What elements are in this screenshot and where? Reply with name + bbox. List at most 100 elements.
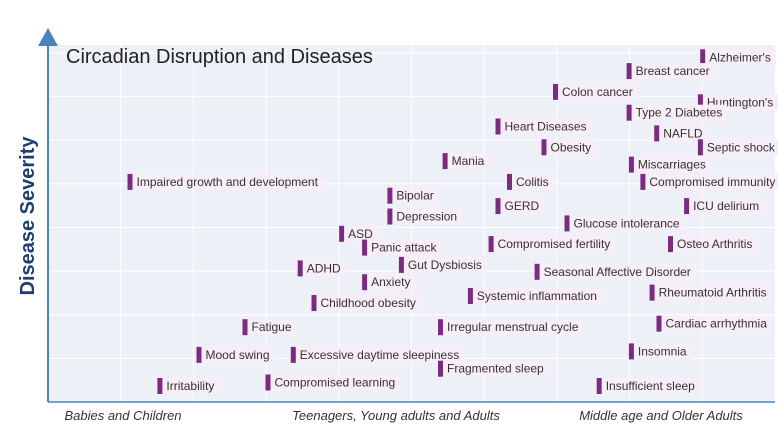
data-point-gerd: GERD xyxy=(495,198,545,215)
data-label-background xyxy=(499,198,545,215)
data-point-seasonal-affective-disorder: Seasonal Affective Disorder xyxy=(534,263,696,280)
data-label-background xyxy=(294,346,465,363)
data-label: Colon cancer xyxy=(562,85,633,99)
data-marker xyxy=(127,173,133,190)
data-marker xyxy=(339,225,345,242)
data-label: Gut Dysbiosis xyxy=(408,258,482,272)
data-point-compromised-learning: Compromised learning xyxy=(265,374,401,391)
data-point-compromised-fertility: Compromised fertility xyxy=(488,236,616,253)
data-label-background xyxy=(446,153,490,170)
data-point-glucose-intolerance: Glucose intolerance xyxy=(564,215,685,232)
data-label-background xyxy=(366,274,416,291)
data-label: NAFLD xyxy=(663,126,703,140)
data-point-depression: Depression xyxy=(387,208,463,225)
data-marker xyxy=(488,236,494,253)
data-marker xyxy=(697,139,703,156)
data-label-background xyxy=(704,49,776,66)
data-marker xyxy=(626,104,632,121)
data-label-background xyxy=(632,156,711,173)
data-marker xyxy=(553,83,558,100)
data-marker xyxy=(242,319,248,336)
data-marker xyxy=(700,49,706,66)
data-label: Mood swing xyxy=(206,348,270,362)
data-point-osteo-arthritis: Osteo Arthritis xyxy=(668,236,758,253)
data-label: Obesity xyxy=(551,140,592,154)
data-point-systemic-inflammation: Systemic inflammation xyxy=(467,288,602,304)
data-point-bipolar: Bipolar xyxy=(387,187,439,204)
data-label: Depression xyxy=(396,210,457,224)
data-marker xyxy=(438,319,443,336)
data-marker xyxy=(311,295,317,311)
data-label: Systemic inflammation xyxy=(477,289,597,303)
data-label: Compromised learning xyxy=(275,376,396,390)
data-point-alzheimer-s: Alzheimer's xyxy=(700,49,776,66)
data-label: Insufficient sleep xyxy=(606,379,695,393)
data-label-background xyxy=(131,173,323,190)
data-label: ICU delirium xyxy=(693,199,759,213)
data-label: Fatigue xyxy=(252,320,292,334)
data-label: Seasonal Affective Disorder xyxy=(544,265,691,279)
data-label-background xyxy=(672,236,758,253)
data-point-rheumatoid-arthritis: Rheumatoid Arthritis xyxy=(649,284,772,301)
data-marker xyxy=(654,125,660,142)
x-category-babies: Babies and Children xyxy=(64,408,181,423)
data-marker xyxy=(196,346,202,363)
data-marker xyxy=(467,288,473,304)
data-label-background xyxy=(630,63,715,80)
data-point-gut-dysbiosis: Gut Dysbiosis xyxy=(398,256,487,273)
data-label-background xyxy=(442,360,549,377)
data-point-type-2-diabetes: Type 2 Diabetes xyxy=(626,104,728,121)
data-label: ADHD xyxy=(307,261,341,275)
data-point-insufficient-sleep: Insufficient sleep xyxy=(596,378,700,394)
data-marker xyxy=(649,284,655,301)
data-label: Anxiety xyxy=(371,275,410,289)
data-point-irregular-menstrual-cycle: Irregular menstrual cycle xyxy=(438,319,584,336)
data-point-panic-attack: Panic attack xyxy=(362,239,442,256)
data-label-background xyxy=(366,239,442,256)
data-point-heart-diseases: Heart Diseases xyxy=(495,118,592,135)
data-label-background xyxy=(545,139,597,156)
data-label-background xyxy=(630,104,728,121)
data-marker xyxy=(495,118,501,135)
data-point-fatigue: Fatigue xyxy=(242,319,297,336)
data-marker xyxy=(362,274,368,291)
data-point-colon-cancer: Colon cancer xyxy=(553,83,638,100)
data-marker xyxy=(534,263,540,280)
data-label-background xyxy=(499,118,592,135)
data-label-background xyxy=(402,256,487,273)
data-marker xyxy=(564,215,570,232)
data-label-background xyxy=(557,83,638,100)
data-label: GERD xyxy=(505,199,540,213)
data-label: Alzheimer's xyxy=(709,50,771,64)
data-point-cardiac-arrhythmia: Cardiac arrhythmia xyxy=(656,315,772,332)
data-marker xyxy=(656,315,662,332)
data-label: Heart Diseases xyxy=(505,120,587,134)
data-label-background xyxy=(471,288,602,304)
data-point-nafld: NAFLD xyxy=(654,125,708,142)
data-point-asd: ASD xyxy=(339,225,378,242)
x-category-older-adults: Middle age and Older Adults xyxy=(579,408,743,423)
data-label: Miscarriages xyxy=(638,158,706,172)
data-point-excessive-daytime-sleepiness: Excessive daytime sleepiness xyxy=(290,346,465,363)
data-point-impaired-growth-and-development: Impaired growth and development xyxy=(127,173,323,190)
data-label-background xyxy=(246,319,297,336)
data-marker xyxy=(640,173,646,190)
data-label-background xyxy=(688,198,765,215)
data-point-irritability: Irritability xyxy=(157,378,220,394)
data-label: Septic shock xyxy=(707,140,776,154)
data-label: Irritability xyxy=(166,379,214,393)
data-point-childhood-obesity: Childhood obesity xyxy=(311,295,421,311)
data-marker xyxy=(265,374,271,391)
data-marker xyxy=(297,260,303,277)
data-label: Type 2 Diabetes xyxy=(636,106,723,120)
data-marker xyxy=(387,187,393,204)
data-marker xyxy=(596,378,602,394)
data-label-background xyxy=(200,346,275,363)
data-label: ASD xyxy=(348,227,373,241)
data-point-colitis: Colitis xyxy=(507,173,554,190)
data-label: Colitis xyxy=(516,175,549,189)
data-label: Insomnia xyxy=(638,344,687,358)
data-marker xyxy=(157,378,163,394)
